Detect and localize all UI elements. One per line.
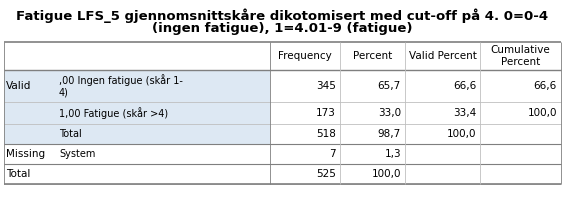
Bar: [405, 70, 480, 102]
Text: 66,6: 66,6: [453, 81, 476, 91]
Text: 345: 345: [316, 81, 336, 91]
Text: Percent: Percent: [353, 51, 392, 61]
Text: 100,0: 100,0: [372, 169, 401, 179]
Bar: [405, 144, 480, 164]
Text: ,00 Ingen fatigue (skår 1-
4): ,00 Ingen fatigue (skår 1- 4): [59, 74, 183, 98]
Text: 66,6: 66,6: [534, 81, 557, 91]
Text: 7: 7: [329, 149, 336, 159]
Text: Cumulative
Percent: Cumulative Percent: [490, 45, 550, 67]
Bar: [4, 124, 270, 144]
Text: Valid: Valid: [6, 81, 32, 91]
Bar: [480, 102, 561, 124]
Text: Fatigue LFS_5 gjennomsnittskåre dikotomisert med cut-off på 4. 0=0-4: Fatigue LFS_5 gjennomsnittskåre dikotomi…: [16, 8, 548, 23]
Text: 1,3: 1,3: [384, 149, 401, 159]
Bar: [340, 102, 405, 124]
Text: 100,0: 100,0: [528, 108, 557, 118]
Text: 525: 525: [316, 169, 336, 179]
Text: 33,0: 33,0: [378, 108, 401, 118]
Bar: [480, 124, 561, 144]
Text: Total: Total: [6, 169, 31, 179]
Text: 100,0: 100,0: [446, 129, 476, 139]
Bar: [270, 144, 340, 164]
Bar: [270, 124, 340, 144]
Bar: [405, 102, 480, 124]
Text: Total: Total: [59, 129, 82, 139]
Bar: [270, 70, 340, 102]
Bar: [405, 124, 480, 144]
Text: 33,4: 33,4: [453, 108, 476, 118]
Bar: [270, 164, 340, 184]
Bar: [340, 124, 405, 144]
Text: Missing: Missing: [6, 149, 45, 159]
Text: 98,7: 98,7: [378, 129, 401, 139]
Bar: [340, 144, 405, 164]
Bar: [270, 102, 340, 124]
Bar: [480, 164, 561, 184]
Bar: [405, 164, 480, 184]
Bar: [340, 70, 405, 102]
Text: (ingen fatigue), 1=4.01-9 (fatigue): (ingen fatigue), 1=4.01-9 (fatigue): [152, 22, 412, 35]
Text: 65,7: 65,7: [378, 81, 401, 91]
Bar: [4, 70, 270, 102]
Text: 518: 518: [316, 129, 336, 139]
Text: Frequency: Frequency: [278, 51, 332, 61]
Text: Valid Percent: Valid Percent: [408, 51, 476, 61]
Bar: [4, 42, 561, 70]
Bar: [4, 102, 270, 124]
Bar: [4, 144, 270, 164]
Text: 1,00 Fatigue (skår >4): 1,00 Fatigue (skår >4): [59, 107, 168, 119]
Text: 173: 173: [316, 108, 336, 118]
Bar: [340, 164, 405, 184]
Text: System: System: [59, 149, 95, 159]
Bar: [480, 70, 561, 102]
Bar: [4, 164, 270, 184]
Bar: [480, 144, 561, 164]
